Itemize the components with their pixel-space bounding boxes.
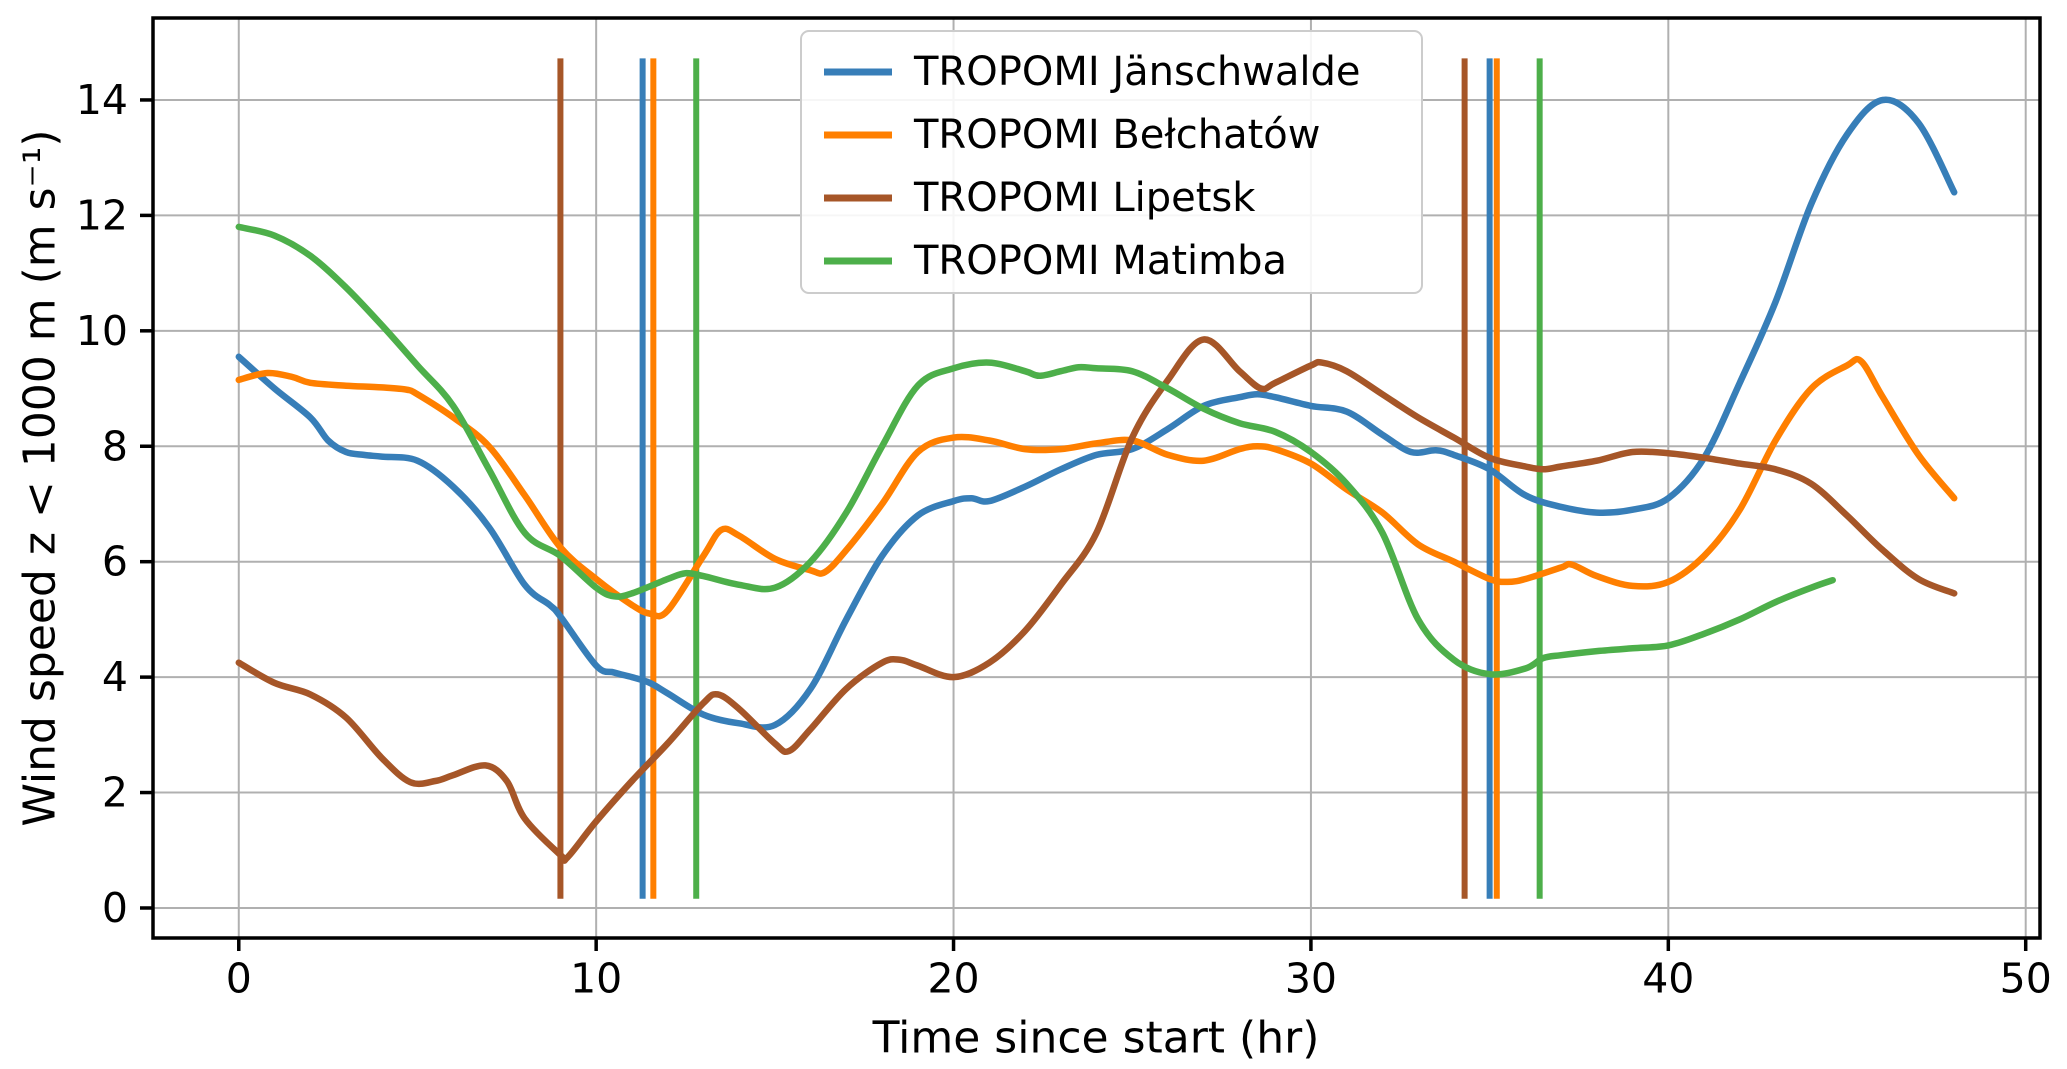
legend-label-tropomi-matimba: TROPOMI Matimba <box>913 238 1287 284</box>
x-tick-label: 50 <box>2000 954 2052 1002</box>
y-axis-label: Wind speed z < 1000 m (m s⁻¹) <box>14 129 66 827</box>
series-line-tropomi-be-chat-w <box>235 355 1958 620</box>
legend-box <box>800 30 1423 294</box>
series-line-tropomi-lipetsk <box>235 336 1958 864</box>
series-line-tropomi-matimba <box>235 223 1836 678</box>
y-tick-label: 0 <box>102 884 128 932</box>
x-tick-label: 10 <box>570 954 622 1002</box>
legend-label-tropomi-be-chat-w: TROPOMI Bełchatów <box>913 112 1320 158</box>
y-tick-label: 12 <box>76 191 128 239</box>
legend-label-tropomi-j-nschwalde: TROPOMI Jänschwalde <box>913 49 1361 95</box>
y-tick-label: 6 <box>102 538 128 586</box>
y-tick-label: 14 <box>76 76 128 124</box>
legend-label-tropomi-lipetsk: TROPOMI Lipetsk <box>913 175 1256 221</box>
series-line-tropomi-j-nschwalde <box>235 96 1958 731</box>
y-tick-label: 8 <box>102 422 128 470</box>
x-axis-label: Time since start (hr) <box>872 1012 1320 1064</box>
plot-border <box>151 16 2042 940</box>
y-tick-label: 10 <box>76 307 128 355</box>
x-tick-label: 20 <box>927 954 979 1002</box>
y-tick-label: 4 <box>102 653 128 701</box>
x-tick-label: 0 <box>226 954 252 1002</box>
x-tick-label: 30 <box>1285 954 1337 1002</box>
y-tick-label: 2 <box>102 769 128 817</box>
x-tick-label: 40 <box>1642 954 1694 1002</box>
